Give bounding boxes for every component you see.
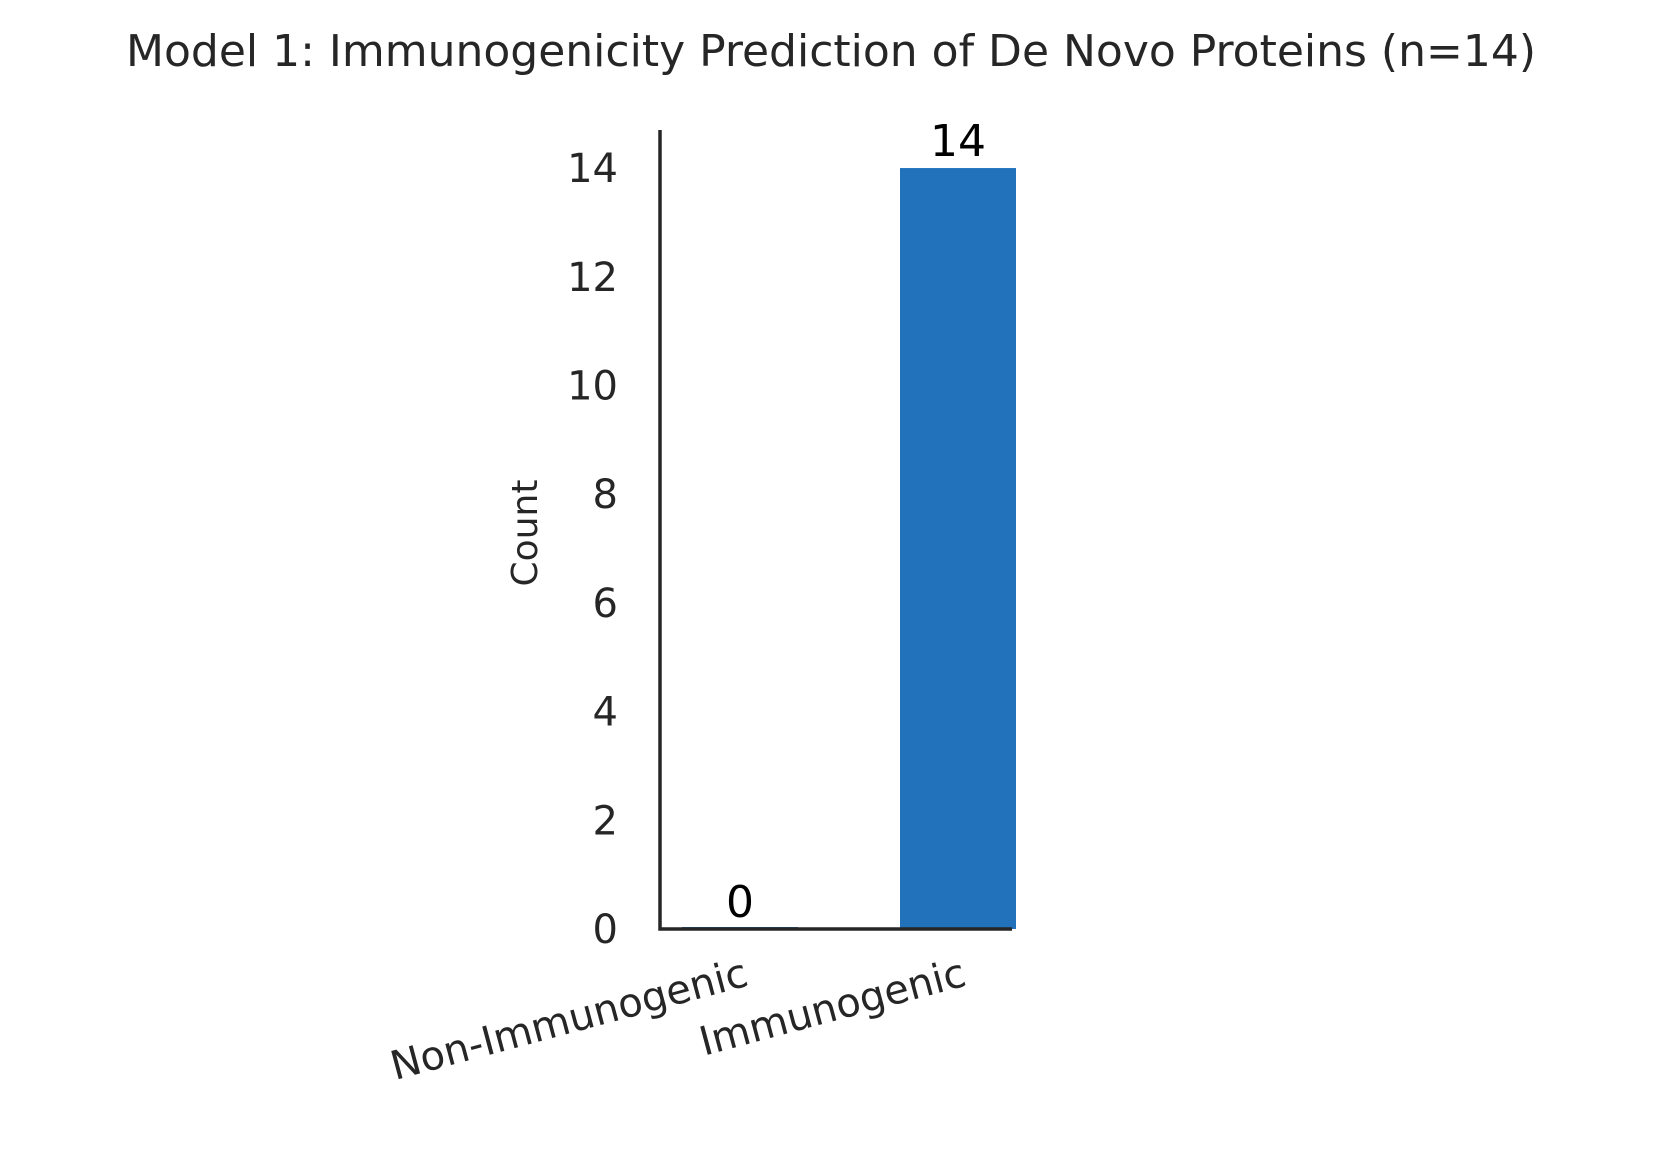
axes-lines	[658, 130, 1012, 931]
bar-immunogenic	[900, 168, 1016, 930]
y-tick-label: 12	[567, 255, 618, 301]
y-tick-label: 14	[567, 146, 618, 192]
y-tick-label: 4	[593, 690, 618, 736]
chart-title: Model 1: Immunogenicity Prediction of De…	[126, 26, 1536, 77]
y-tick-label: 0	[593, 907, 618, 953]
y-tick-label: 10	[567, 363, 618, 409]
y-tick-label: 6	[593, 581, 618, 627]
y-ticks-group: 0 2 4 6 8 10 12 14	[567, 146, 618, 953]
data-label-non-immunogenic: 0	[726, 877, 754, 928]
data-label-immunogenic: 14	[930, 116, 986, 167]
y-tick-label: 8	[593, 472, 618, 518]
y-axis-label: Count	[505, 480, 546, 587]
bars-group	[682, 168, 1016, 930]
y-tick-label: 2	[593, 798, 618, 844]
data-labels-group: 0 14	[726, 116, 986, 928]
